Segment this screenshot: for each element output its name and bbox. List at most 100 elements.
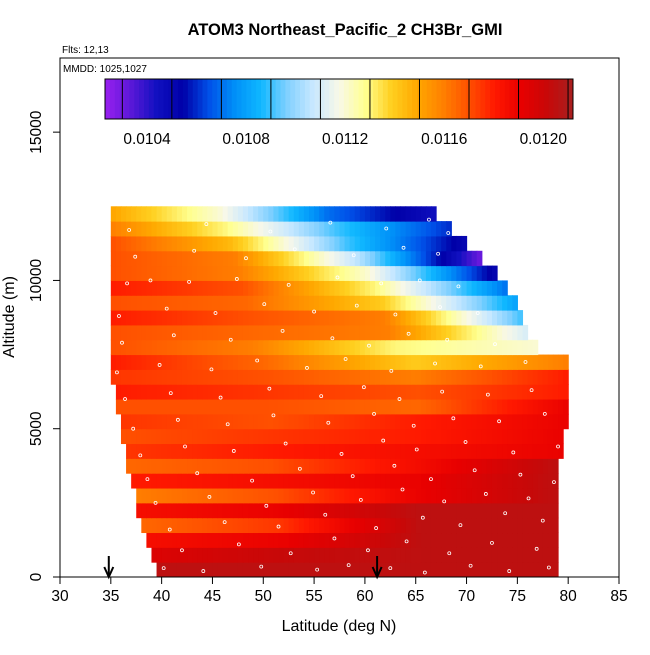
heatmap-cell [324,250,330,267]
heatmap-cell [166,399,173,415]
heatmap-cell [131,354,137,370]
heatmap-cell [451,280,457,296]
observation-point [222,520,227,525]
heatmap-cell [151,339,158,356]
heatmap-cell [314,488,320,504]
heatmap-cell [232,413,239,430]
heatmap-cell [334,354,341,370]
colorbar-swatch [202,79,208,119]
heatmap-cell [476,250,483,267]
heatmap-cell [405,250,412,267]
colorbar-swatch [158,79,164,119]
heatmap-cell [217,324,224,341]
heatmap-cell [354,280,361,296]
heatmap-cell [451,458,457,474]
heatmap-cell [375,235,381,252]
heatmap-cell [288,562,295,578]
heatmap-cell [217,532,224,548]
heatmap-cell [176,221,183,237]
heatmap-cell [405,443,412,459]
heatmap-cell [390,250,396,267]
heatmap-cell [405,384,412,400]
heatmap-cell [502,562,508,578]
colorbar-swatch [456,79,462,119]
colorbar-swatch [246,79,252,119]
heatmap-cell [207,413,214,430]
heatmap-cell [532,428,539,445]
heatmap-cell [146,369,153,385]
observation-point [440,389,445,394]
heatmap-cell [420,517,427,534]
heatmap-cell [476,310,483,326]
heatmap-cell [309,532,315,548]
heatmap-cell [410,295,417,311]
heatmap-cell [400,206,407,222]
heatmap-cell [141,488,147,504]
heatmap-cell [151,265,158,281]
heatmap-cell [339,384,346,400]
heatmap-cell [258,280,264,296]
heatmap-cell [120,221,127,237]
heatmap-cell [298,517,305,534]
observation-point [187,280,191,284]
colorbar-swatch [212,79,218,119]
heatmap-cell [471,310,478,326]
heatmap-cell [354,413,361,430]
heatmap-cell [232,295,239,311]
heatmap-cell [380,488,386,504]
heatmap-cell [405,295,412,311]
heatmap-cell [263,235,269,252]
heatmap-cell [334,250,341,267]
heatmap-cell [115,324,122,341]
heatmap-cell [329,428,336,445]
heatmap-cell [207,354,214,370]
flights-annotation: Flts: 12,13 [62,45,109,56]
heatmap-cell [217,235,224,252]
heatmap-cell [552,488,559,504]
heatmap-cell [395,547,402,563]
heatmap-cell [334,443,341,459]
heatmap-cell [410,502,417,519]
colorbar-swatch [558,79,564,119]
heatmap-cell [466,354,473,370]
heatmap-cell [390,428,396,445]
heatmap-cell [258,443,264,459]
heatmap-cell [293,502,300,519]
heatmap-cell [471,502,478,519]
heatmap-cell [476,562,483,578]
heatmap-cell [547,517,554,534]
heatmap-cell [547,547,554,563]
heatmap-cell [441,443,447,459]
heatmap-cell [237,532,244,548]
heatmap-cell [476,428,483,445]
heatmap-cell [237,384,244,400]
heatmap-cell [425,310,432,326]
heatmap-cell [222,235,229,252]
heatmap-cell [344,547,351,563]
heatmap-cell [380,280,386,296]
heatmap-cell [476,458,483,474]
heatmap-cell [181,413,188,430]
heatmap-cell [288,488,295,504]
heatmap-cell [334,339,341,356]
observation-point [157,363,162,367]
heatmap-cell [232,562,239,578]
heatmap-cell [349,473,356,489]
heatmap-cell [171,517,178,534]
heatmap-cell [120,354,127,370]
observation-point [400,487,405,492]
heatmap-cell [558,369,564,385]
observation-point [534,546,539,551]
heatmap-cell [171,413,178,430]
heatmap-cell [263,413,269,430]
heatmap-cell [237,428,244,445]
heatmap-cell [476,473,483,489]
x-tick-label: 80 [560,588,578,605]
heatmap-cell [120,413,127,430]
heatmap-cell [171,384,178,400]
heatmap-cell [222,399,229,415]
heatmap-cell [232,547,239,563]
heatmap-cell [410,399,417,415]
heatmap-cell [283,547,290,563]
heatmap-cell [354,295,361,311]
